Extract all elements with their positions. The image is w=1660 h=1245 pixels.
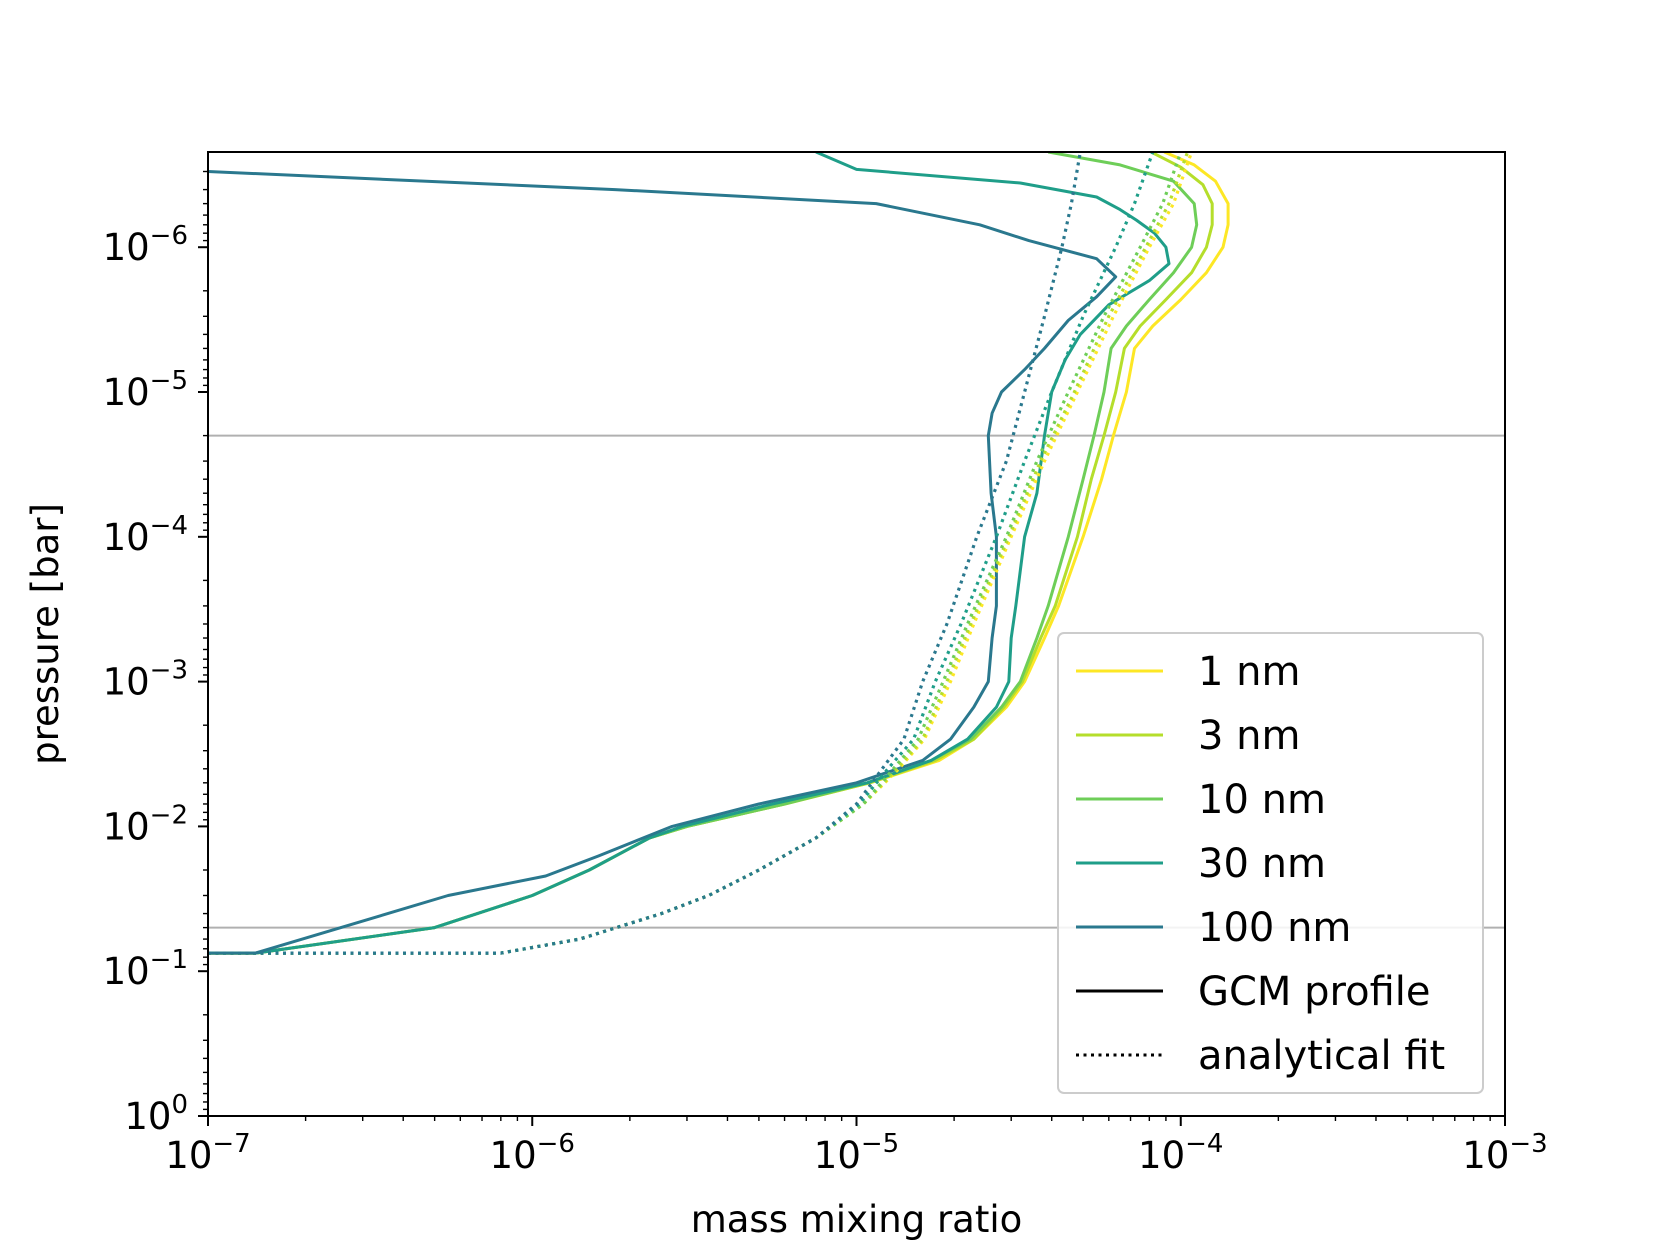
series-layer [208,152,1230,955]
series-line-100nm-gcm [208,170,1118,955]
series-line-30nm-gcm [208,152,1171,955]
y-tick-label-1: 10−5 [103,366,188,414]
x-tick-label-3: 10−4 [1138,1129,1223,1177]
x-tick-label-1: 10−6 [490,1129,575,1177]
y-tick-exponent-5: −1 [150,945,188,975]
y-tick-exponent-4: −2 [150,800,188,830]
legend-label-2: 10 nm [1198,777,1326,823]
y-tick-exponent-1: −5 [150,366,188,396]
x-tick-label-2: 10−5 [814,1129,899,1177]
x-tick-exponent-3: −4 [1185,1129,1223,1159]
legend-label-4: 100 nm [1198,905,1351,951]
y-tick-label-2: 10−4 [103,511,188,559]
series-line-100nm-fit [208,152,1082,955]
series-line-3nm-fit [208,152,1190,955]
y-tick-exponent-6: 0 [171,1090,188,1120]
x-tick-exponent-0: −7 [212,1129,250,1159]
legend-label-3: 30 nm [1198,841,1326,887]
x-tick-label-0: 10−7 [165,1129,250,1177]
legend-label-5: GCM profile [1198,969,1431,1015]
legend: 1 nm 3 nm 10 nm 30 nm 100 nm GCM profile analy… [1057,632,1484,1094]
series-line-30nm-fit [208,152,1155,955]
x-tick-label-4: 10−3 [1462,1129,1547,1177]
y-tick-exponent-2: −4 [150,511,188,541]
y-tick-label-4: 10−2 [103,800,188,848]
legend-label-1: 3 nm [1198,713,1300,759]
plot-frame [207,151,1506,1117]
y-tick-label-5: 10−1 [103,945,188,993]
y-tick-exponent-3: −3 [150,656,188,686]
y-tick-label-3: 10−3 [103,656,188,704]
legend-label-6: analytical fit [1198,1033,1445,1079]
y-tick-label-0: 10−6 [103,221,188,269]
series-line-10nm-gcm [208,152,1199,955]
x-axis-title: mass mixing ratio [691,1198,1023,1241]
series-line-10nm-fit [208,152,1183,955]
y-axis-title: pressure [bar] [24,503,67,765]
x-tick-exponent-1: −6 [537,1129,575,1159]
legend-label-0: 1 nm [1198,649,1300,695]
legend-frame [1057,632,1484,1094]
series-line-1nm-fit [208,152,1194,955]
x-tick-exponent-4: −3 [1509,1129,1547,1159]
y-tick-exponent-0: −6 [150,221,188,251]
x-tick-exponent-2: −5 [861,1129,899,1159]
y-tick-label-6: 100 [124,1090,188,1138]
